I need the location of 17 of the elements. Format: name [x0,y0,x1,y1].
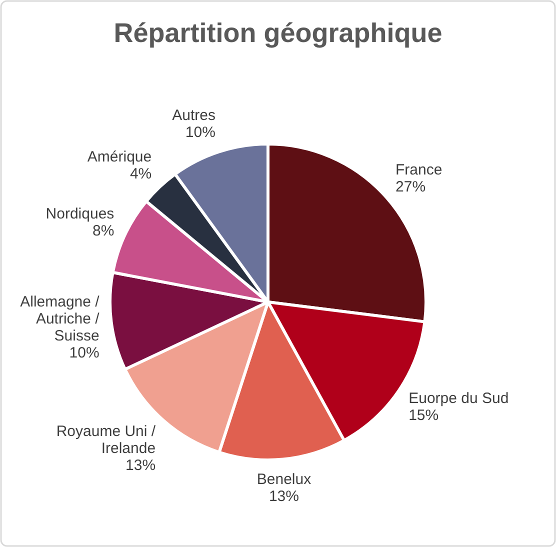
slice-label: Allemagne / Autriche / Suisse [20,294,100,345]
slice-label: France [396,161,442,178]
data-label: 10% [185,124,216,142]
data-label: 8% [92,222,114,240]
slice-label: Amérique [87,148,152,166]
slice-label: Euorpe du Sud [408,390,509,408]
data-label: 13% [268,488,300,506]
data-label: 10% [69,344,100,362]
slice-label: Royaume Uni / Irelande [56,423,156,458]
data-label: 13% [126,457,156,474]
slice-label: Nordiques [46,205,114,222]
data-label: 27% [396,178,426,196]
slice-label: Autres [172,107,216,124]
data-label: 4% [130,166,152,183]
slice-label: Benelux [256,471,312,488]
chart-title: Répartition géographique [114,18,442,48]
data-label: 15% [408,407,439,424]
